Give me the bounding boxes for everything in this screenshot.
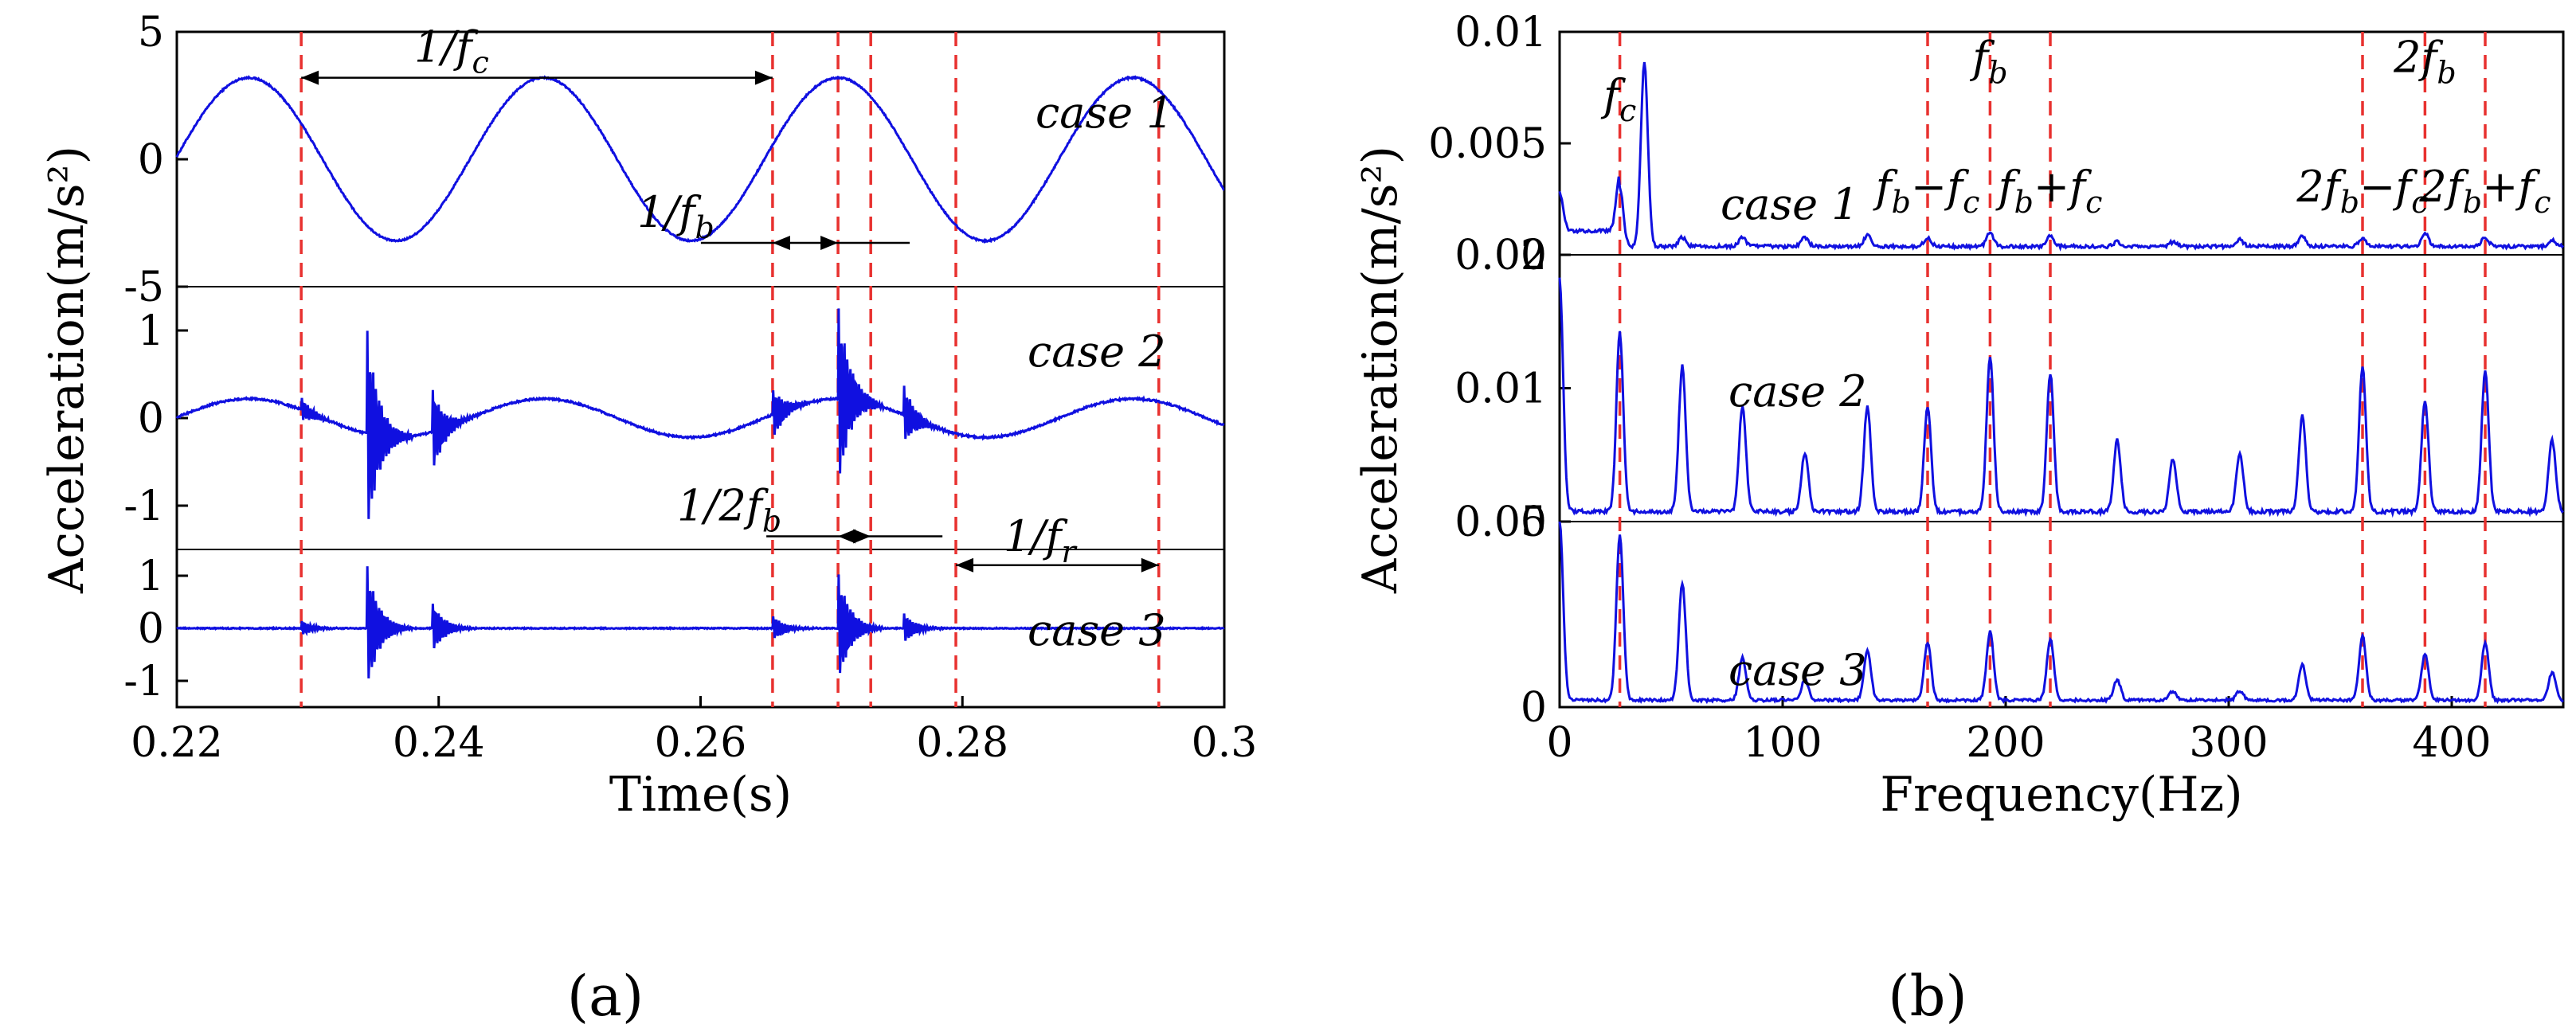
panel-caption: (a) [567,964,644,1029]
series-label-case-1: case 1 [1721,179,1859,229]
x-tick-label: 200 [1966,719,2045,767]
y-tick-label: -1 [123,658,164,706]
series-label-case-3: case 3 [1028,605,1166,655]
interval-label: 1/fb [637,187,714,245]
y-tick-label: 0.05 [1454,498,1547,546]
arrow-head-left [301,70,319,85]
frequency-label: 2fb−fc [2296,162,2428,220]
y-tick-label: 0 [138,136,164,184]
frequency-label: fb−fc [1873,162,1980,220]
y-tick-label: 0.01 [1454,9,1547,57]
x-tick-label: 0.3 [1192,719,1258,767]
x-tick-label: 400 [2412,719,2491,767]
x-axis-label: Time(s) [609,767,792,823]
spectrum-line-case-1 [1558,61,2565,252]
x-tick-label: 0 [1546,719,1572,767]
x-axis-label: Frequency(Hz) [1880,767,2242,823]
arrow-head-left [772,236,790,250]
arrow-head-right [1141,557,1159,573]
y-axis-label: Acceleration(m/s²) [1353,146,1408,594]
y-tick-label: 0 [1521,498,1547,546]
frequency-label: 2fb [2393,32,2457,90]
x-tick-label: 100 [1743,719,1822,767]
y-tick-label: 1 [138,307,164,355]
panel-caption: (b) [1888,964,1967,1029]
spectrum-line-case-3 [1558,521,2565,705]
x-tick-label: 0.28 [916,719,1008,767]
x-tick-label: 0.24 [393,719,485,767]
panel-b-frequency-spectrum: 0 100 200 300 4000.010.00500.020.0100.050Fre… [1353,9,2565,1029]
arrow-head-right [754,70,773,85]
y-tick-label: 0 [1521,684,1547,732]
series-line-case-1 [175,75,1225,244]
plot-frame [1558,30,2565,709]
frequency-label: 2fb+fc [2418,162,2551,220]
series-label-case-1: case 1 [1035,88,1174,138]
frequency-label: fb [1969,32,2007,90]
y-tick-label: 5 [138,9,164,57]
spectrum-line-case-2 [1558,277,2565,518]
series-line-case-3 [176,566,1225,678]
frequency-label: fc [1600,70,1636,128]
y-tick-label: 0 [1521,232,1547,280]
y-tick-label: 0 [138,395,164,443]
interval-label: 1/fc [414,22,489,80]
y-tick-label: 0.01 [1454,366,1547,413]
arrow-head-right [820,236,839,250]
y-tick-label: -1 [123,483,164,530]
x-tick-label: 0.26 [655,719,747,767]
series-label-case-2: case 2 [1028,326,1166,377]
panel-a-time-domain: 0.22 0.24 0.26 0.28 0.350-510-110-1Time(s)Ac… [39,9,1257,1029]
y-tick-label: 0.02 [1454,232,1547,280]
series-label-case-2: case 2 [1728,366,1867,416]
y-tick-label: -5 [123,264,164,311]
arrow-head-left [956,557,974,573]
x-tick-label: 0.22 [131,719,223,767]
y-axis-label: Acceleration(m/s²) [39,146,95,594]
arrow-head-left [838,529,856,544]
frequency-label: fb+fc [1995,162,2103,220]
x-tick-label: 300 [2189,719,2268,767]
series-label-case-3: case 3 [1728,645,1867,695]
series-line-case-2 [175,308,1225,519]
y-tick-label: 0 [138,605,164,653]
interval-label: 1/2fb [677,481,781,539]
interval-label: 1/fr [1004,511,1079,569]
y-tick-label: 1 [138,553,164,600]
y-tick-label: 0.005 [1428,120,1547,168]
arrow-head-right [853,529,871,544]
